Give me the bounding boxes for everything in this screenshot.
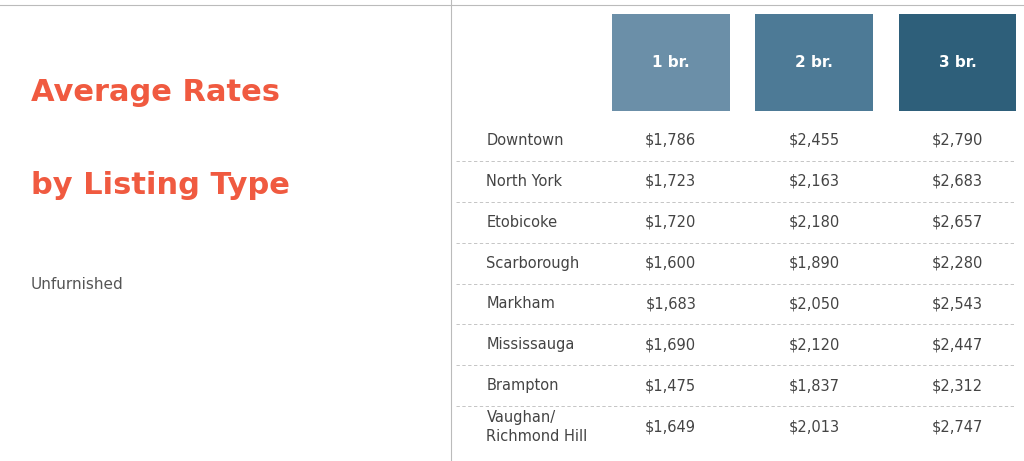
Text: Average Rates: Average Rates xyxy=(31,78,280,107)
Text: Etobicoke: Etobicoke xyxy=(486,215,557,230)
Text: Markham: Markham xyxy=(486,296,555,312)
Text: by Listing Type: by Listing Type xyxy=(31,171,290,200)
Text: $2,163: $2,163 xyxy=(788,174,840,189)
Text: 1 br.: 1 br. xyxy=(652,55,689,70)
Text: $2,747: $2,747 xyxy=(932,419,983,434)
Text: $2,013: $2,013 xyxy=(788,419,840,434)
Text: $1,720: $1,720 xyxy=(645,215,696,230)
Text: $2,455: $2,455 xyxy=(788,133,840,148)
Text: Brampton: Brampton xyxy=(486,378,559,393)
Text: $1,786: $1,786 xyxy=(645,133,696,148)
Text: Vaughan/
Richmond Hill: Vaughan/ Richmond Hill xyxy=(486,410,588,443)
FancyBboxPatch shape xyxy=(756,14,872,111)
Text: $1,690: $1,690 xyxy=(645,337,696,352)
Text: $1,649: $1,649 xyxy=(645,419,696,434)
FancyBboxPatch shape xyxy=(899,14,1016,111)
Text: $2,683: $2,683 xyxy=(932,174,983,189)
Text: 3 br.: 3 br. xyxy=(939,55,976,70)
Text: $2,312: $2,312 xyxy=(932,378,983,393)
Text: North York: North York xyxy=(486,174,562,189)
Text: Downtown: Downtown xyxy=(486,133,564,148)
Text: $2,180: $2,180 xyxy=(788,215,840,230)
Text: Mississauga: Mississauga xyxy=(486,337,574,352)
Text: $1,475: $1,475 xyxy=(645,378,696,393)
Text: $1,683: $1,683 xyxy=(645,296,696,312)
Text: $2,657: $2,657 xyxy=(932,215,983,230)
Text: $2,120: $2,120 xyxy=(788,337,840,352)
Text: $1,890: $1,890 xyxy=(788,255,840,271)
Text: Scarborough: Scarborough xyxy=(486,255,580,271)
Text: $2,280: $2,280 xyxy=(932,255,983,271)
Text: $2,447: $2,447 xyxy=(932,337,983,352)
Text: $1,600: $1,600 xyxy=(645,255,696,271)
Text: Unfurnished: Unfurnished xyxy=(31,277,124,292)
Text: $2,050: $2,050 xyxy=(788,296,840,312)
Text: 2 br.: 2 br. xyxy=(796,55,833,70)
Text: $1,837: $1,837 xyxy=(788,378,840,393)
Text: $2,790: $2,790 xyxy=(932,133,983,148)
Text: $1,723: $1,723 xyxy=(645,174,696,189)
Text: $2,543: $2,543 xyxy=(932,296,983,312)
FancyBboxPatch shape xyxy=(612,14,729,111)
